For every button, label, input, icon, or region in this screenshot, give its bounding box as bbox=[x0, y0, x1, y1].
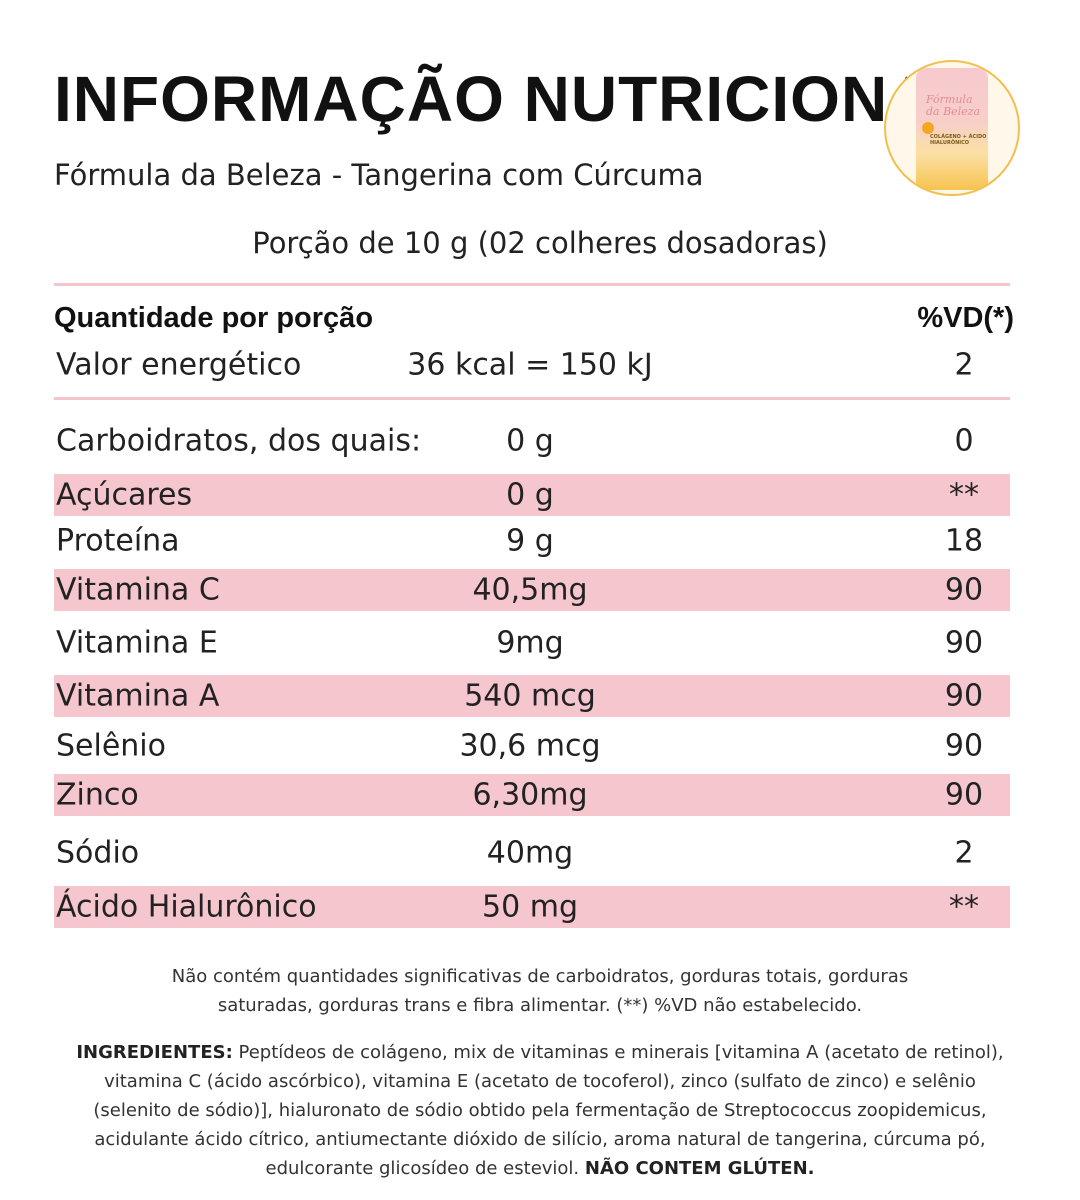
jar-script-label: Fórmula da Beleza bbox=[926, 93, 981, 118]
row-name: Vitamina C bbox=[56, 572, 220, 608]
top-divider bbox=[54, 283, 1010, 286]
nutrient-row: Vitamina A 540 mcg 90 bbox=[54, 675, 1010, 717]
row-vd: 2 bbox=[954, 347, 974, 383]
row-vd: 2 bbox=[954, 835, 974, 871]
product-jar: Fórmula da Beleza COLÁGENO + ÁCIDO HIALU… bbox=[916, 68, 988, 190]
row-vd: 90 bbox=[944, 572, 984, 608]
row-vd: ** bbox=[949, 889, 979, 925]
ingredients-body: Peptídeos de colágeno, mix de vitaminas … bbox=[93, 1042, 1004, 1179]
footnote: Não contém quantidades significativas de… bbox=[171, 966, 909, 1016]
row-name: Carboidratos, dos quais: bbox=[56, 423, 422, 459]
energy-row: Valor energético 36 kcal = 150 kJ 2 bbox=[54, 344, 1010, 386]
row-amount: 0 g bbox=[506, 477, 554, 513]
row-name: Sódio bbox=[56, 835, 140, 871]
gluten-warning: NÃO CONTEM GLÚTEN. bbox=[584, 1158, 815, 1179]
nutrient-row: Carboidratos, dos quais: 0 g 0 bbox=[54, 420, 1010, 462]
row-amount: 9 g bbox=[506, 523, 554, 559]
ingredients-label: INGREDIENTES: bbox=[76, 1042, 233, 1063]
nutrient-row: Ácido Hialurônico 50 mg ** bbox=[54, 886, 1010, 928]
row-name: Proteína bbox=[56, 523, 180, 559]
product-image: Fórmula da Beleza COLÁGENO + ÁCIDO HIALU… bbox=[884, 60, 1020, 196]
row-name: Açúcares bbox=[56, 477, 193, 513]
row-name: Selênio bbox=[56, 728, 166, 764]
page-title: INFORMAÇÃO NUTRICIONAL bbox=[54, 63, 976, 135]
row-amount: 40,5mg bbox=[472, 572, 588, 608]
ingredients-text: INGREDIENTES: Peptídeos de colágeno, mix… bbox=[64, 1038, 1016, 1183]
product-subtitle: Fórmula da Beleza - Tangerina com Cúrcum… bbox=[54, 158, 704, 192]
row-amount: 40mg bbox=[486, 835, 574, 871]
row-name: Zinco bbox=[56, 777, 139, 813]
header-vd-label: %VD(*) bbox=[917, 302, 1014, 334]
table-header: Quantidade por porção %VD(*) bbox=[54, 302, 1014, 344]
row-vd: 90 bbox=[944, 777, 984, 813]
row-vd: 90 bbox=[944, 625, 984, 661]
row-name: Vitamina A bbox=[56, 678, 220, 714]
row-vd: 90 bbox=[944, 728, 984, 764]
row-amount: 50 mg bbox=[482, 889, 578, 925]
row-name: Valor energético bbox=[56, 347, 302, 383]
row-name: Ácido Hialurônico bbox=[56, 889, 317, 925]
row-amount: 36 kcal = 150 kJ bbox=[407, 347, 653, 383]
tangerine-icon bbox=[922, 122, 934, 134]
row-amount: 6,30mg bbox=[472, 777, 588, 813]
header-quantity-label: Quantidade por porção bbox=[54, 302, 374, 334]
nutrient-row: Proteína 9 g 18 bbox=[54, 520, 1010, 562]
nutrient-row: Vitamina E 9mg 90 bbox=[54, 622, 1010, 664]
row-amount: 9mg bbox=[496, 625, 564, 661]
row-vd: ** bbox=[949, 477, 979, 513]
nutrient-row: Zinco 6,30mg 90 bbox=[54, 774, 1010, 816]
nutrient-row: Açúcares 0 g ** bbox=[54, 474, 1010, 516]
row-vd: 0 bbox=[954, 423, 974, 459]
nutrient-row: Vitamina C 40,5mg 90 bbox=[54, 569, 1010, 611]
portion-info: Porção de 10 g (02 colheres dosadoras) bbox=[252, 226, 828, 260]
nutrient-row: Sódio 40mg 2 bbox=[54, 832, 1010, 874]
jar-small-label: COLÁGENO + ÁCIDO HIALURÔNICO bbox=[930, 134, 987, 146]
row-amount: 540 mcg bbox=[464, 678, 596, 714]
row-amount: 0 g bbox=[506, 423, 554, 459]
energy-divider bbox=[54, 397, 1010, 400]
row-amount: 30,6 mcg bbox=[459, 728, 601, 764]
row-name: Vitamina E bbox=[56, 625, 218, 661]
row-vd: 90 bbox=[944, 678, 984, 714]
nutrient-row: Selênio 30,6 mcg 90 bbox=[54, 725, 1010, 767]
row-vd: 18 bbox=[944, 523, 984, 559]
